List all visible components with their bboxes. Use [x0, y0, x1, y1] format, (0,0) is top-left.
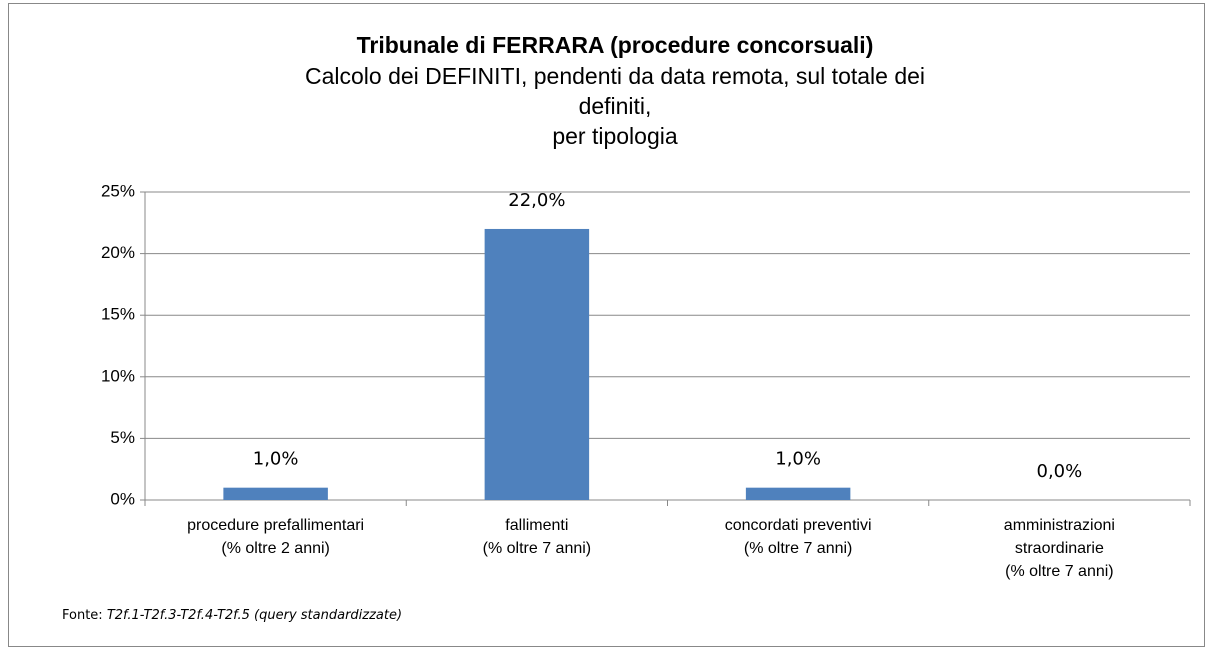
y-tick-label: 0% — [110, 489, 135, 508]
y-tick-label: 20% — [101, 243, 135, 262]
chart-subtitle: per tipologia — [552, 123, 678, 149]
value-label: 1,0% — [253, 449, 299, 470]
source-note: Fonte: T2f.1-T2f.3-T2f.4-T2f.5 (query st… — [62, 608, 402, 623]
chart-title: Tribunale di FERRARA (procedure concorsu… — [357, 32, 874, 58]
x-tick-label: concordati preventivi (% oltre 7 anni) — [725, 517, 872, 557]
chart-subtitle: definiti, — [579, 93, 652, 119]
x-tick-label-line: concordati preventivi — [725, 517, 872, 534]
y-tick-label: 5% — [110, 428, 135, 447]
x-tick-label-line: straordinarie — [1015, 540, 1104, 557]
source-text: T2f.1-T2f.3-T2f.4-T2f.5 (query standardi… — [107, 608, 402, 623]
bar — [745, 487, 851, 500]
bar — [223, 487, 328, 500]
y-tick-label: 25% — [101, 181, 135, 200]
x-tick-label-line: (% oltre 7 anni) — [483, 540, 592, 557]
x-tick-label-line: (% oltre 7 anni) — [1005, 563, 1114, 580]
x-tick-label: fallimenti (% oltre 7 anni) — [483, 517, 592, 557]
value-label: 0,0% — [1037, 461, 1083, 482]
value-label: 22,0% — [508, 190, 565, 211]
source-label: Fonte: — [62, 608, 103, 623]
y-tick-label: 15% — [101, 305, 135, 324]
x-tick-label-line: fallimenti — [505, 517, 568, 534]
x-tick-label-line: procedure prefallimentari — [187, 517, 364, 534]
x-tick-label: procedure prefallimentari (% oltre 2 anni… — [187, 517, 364, 557]
x-tick-label: amministrazioni straordinarie (% oltre 7 a… — [1004, 517, 1115, 580]
y-tick-label: 10% — [101, 366, 135, 385]
chart-subtitle: Calcolo dei DEFINITI, pendenti da data r… — [305, 63, 925, 89]
x-tick-label-line: amministrazioni — [1004, 517, 1115, 534]
x-tick-label-line: (% oltre 2 anni) — [221, 540, 330, 557]
bar — [484, 228, 590, 500]
chart-frame — [8, 3, 1205, 647]
value-label: 1,0% — [775, 449, 821, 470]
x-tick-label-line: (% oltre 7 anni) — [744, 540, 853, 557]
